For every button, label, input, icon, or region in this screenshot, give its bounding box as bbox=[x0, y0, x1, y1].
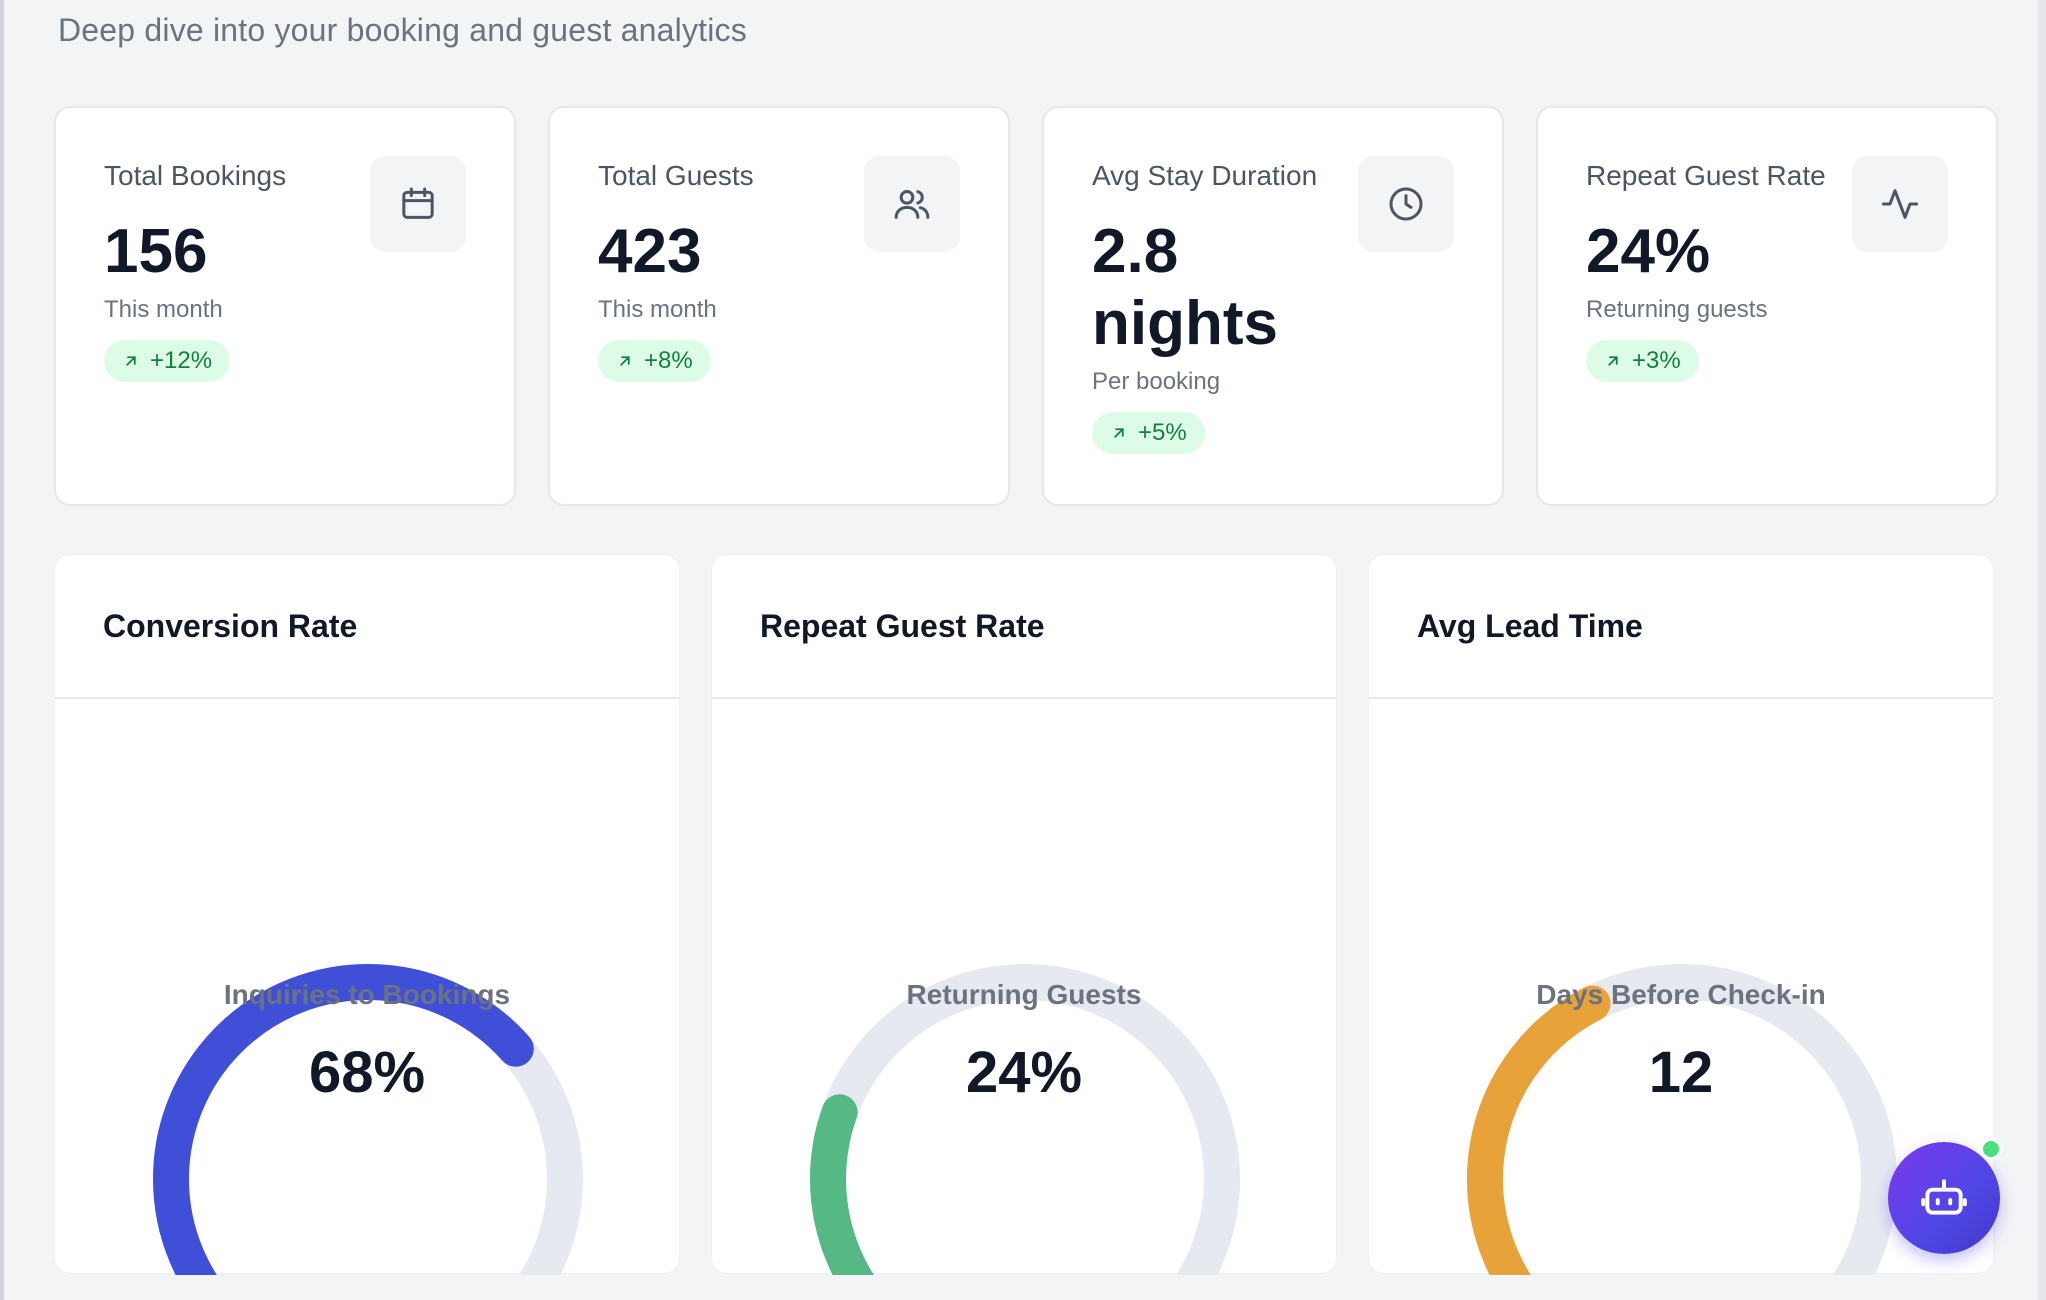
gauge-track bbox=[810, 964, 1240, 1275]
stat-icon-box bbox=[1358, 156, 1454, 252]
stat-card-total-bookings: Total Bookings 156 This month +12% bbox=[54, 106, 516, 506]
stat-label: Avg Stay Duration bbox=[1092, 160, 1318, 191]
stat-value: 156 bbox=[104, 217, 208, 286]
stat-card-avg-stay: Avg Stay Duration 2.8 nights Per booking… bbox=[1042, 106, 1504, 506]
gauge-label: Inquiries to Bookings bbox=[223, 979, 511, 1010]
conversion-gauge bbox=[153, 964, 583, 1275]
stat-value: 423 bbox=[598, 217, 702, 286]
gauge-value: 24% bbox=[965, 1040, 1083, 1105]
stat-value: 2.8 nights bbox=[1092, 217, 1278, 358]
stat-sub: This month bbox=[104, 296, 223, 323]
change-value: +12% bbox=[150, 347, 213, 374]
robot-icon bbox=[1921, 1179, 1967, 1215]
gauge-value: 12 bbox=[1648, 1040, 1714, 1105]
arrow-up-right-icon bbox=[126, 356, 136, 366]
activity-icon bbox=[1881, 189, 1919, 219]
stat-sub: Returning guests bbox=[1586, 296, 1768, 323]
repeat-guest-gauge bbox=[810, 964, 1240, 1275]
users-icon bbox=[894, 190, 930, 219]
gauge-progress bbox=[810, 1094, 874, 1275]
gauge-title: Avg Lead Time bbox=[1369, 555, 1993, 699]
gauge-progress bbox=[153, 964, 534, 1275]
gauge-value: 68% bbox=[308, 1040, 426, 1105]
change-badge: +3% bbox=[1586, 340, 1699, 382]
stat-label: Total Bookings bbox=[104, 160, 287, 191]
stat-sub: Per booking bbox=[1092, 368, 1221, 395]
gauge-progress bbox=[1467, 985, 1611, 1275]
online-status-dot bbox=[1980, 1138, 2002, 1160]
change-badge: +8% bbox=[598, 340, 711, 382]
change-value: +5% bbox=[1138, 419, 1187, 446]
page-subtitle: Deep dive into your booking and guest an… bbox=[58, 12, 747, 48]
change-badge: +12% bbox=[104, 340, 231, 382]
stat-card-repeat-guest: Repeat Guest Rate 24% Returning guests +… bbox=[1536, 106, 1998, 506]
stat-icon-box bbox=[370, 156, 466, 252]
stat-value: 24% bbox=[1586, 217, 1711, 286]
gauge-label: Returning Guests bbox=[906, 979, 1142, 1010]
stat-label: Repeat Guest Rate bbox=[1586, 160, 1826, 191]
gauge-card-repeat-guest-rate: Repeat Guest Rate Returning Guests 24% bbox=[711, 554, 1337, 1275]
assistant-button[interactable] bbox=[1888, 1142, 2000, 1254]
scrollbar-edge bbox=[2038, 0, 2046, 1300]
lead-time-gauge bbox=[1467, 964, 1897, 1275]
stat-card-total-guests: Total Guests 423 This month +8% bbox=[548, 106, 1010, 506]
change-value: +3% bbox=[1632, 347, 1681, 374]
calendar-icon bbox=[402, 187, 434, 219]
clock-icon bbox=[1389, 187, 1423, 221]
gauge-title: Conversion Rate bbox=[55, 555, 679, 699]
arrow-up-right-icon bbox=[1114, 428, 1124, 438]
change-badge: +5% bbox=[1092, 412, 1205, 454]
stat-icon-box bbox=[864, 156, 960, 252]
gauge-card-avg-lead-time: Avg Lead Time Days Before Check-in 12 bbox=[1368, 554, 1994, 1275]
gauge-label: Days Before Check-in bbox=[1536, 979, 1826, 1010]
gauge-card-conversion-rate: Conversion Rate Inquiries to Bookings 68… bbox=[54, 554, 680, 1275]
arrow-up-right-icon bbox=[620, 356, 630, 366]
change-value: +8% bbox=[644, 347, 693, 374]
stat-label: Total Guests bbox=[598, 160, 754, 191]
gauge-title: Repeat Guest Rate bbox=[712, 555, 1336, 699]
stat-sub: This month bbox=[598, 296, 717, 323]
arrow-up-right-icon bbox=[1608, 356, 1618, 366]
stat-icon-box bbox=[1852, 156, 1948, 252]
